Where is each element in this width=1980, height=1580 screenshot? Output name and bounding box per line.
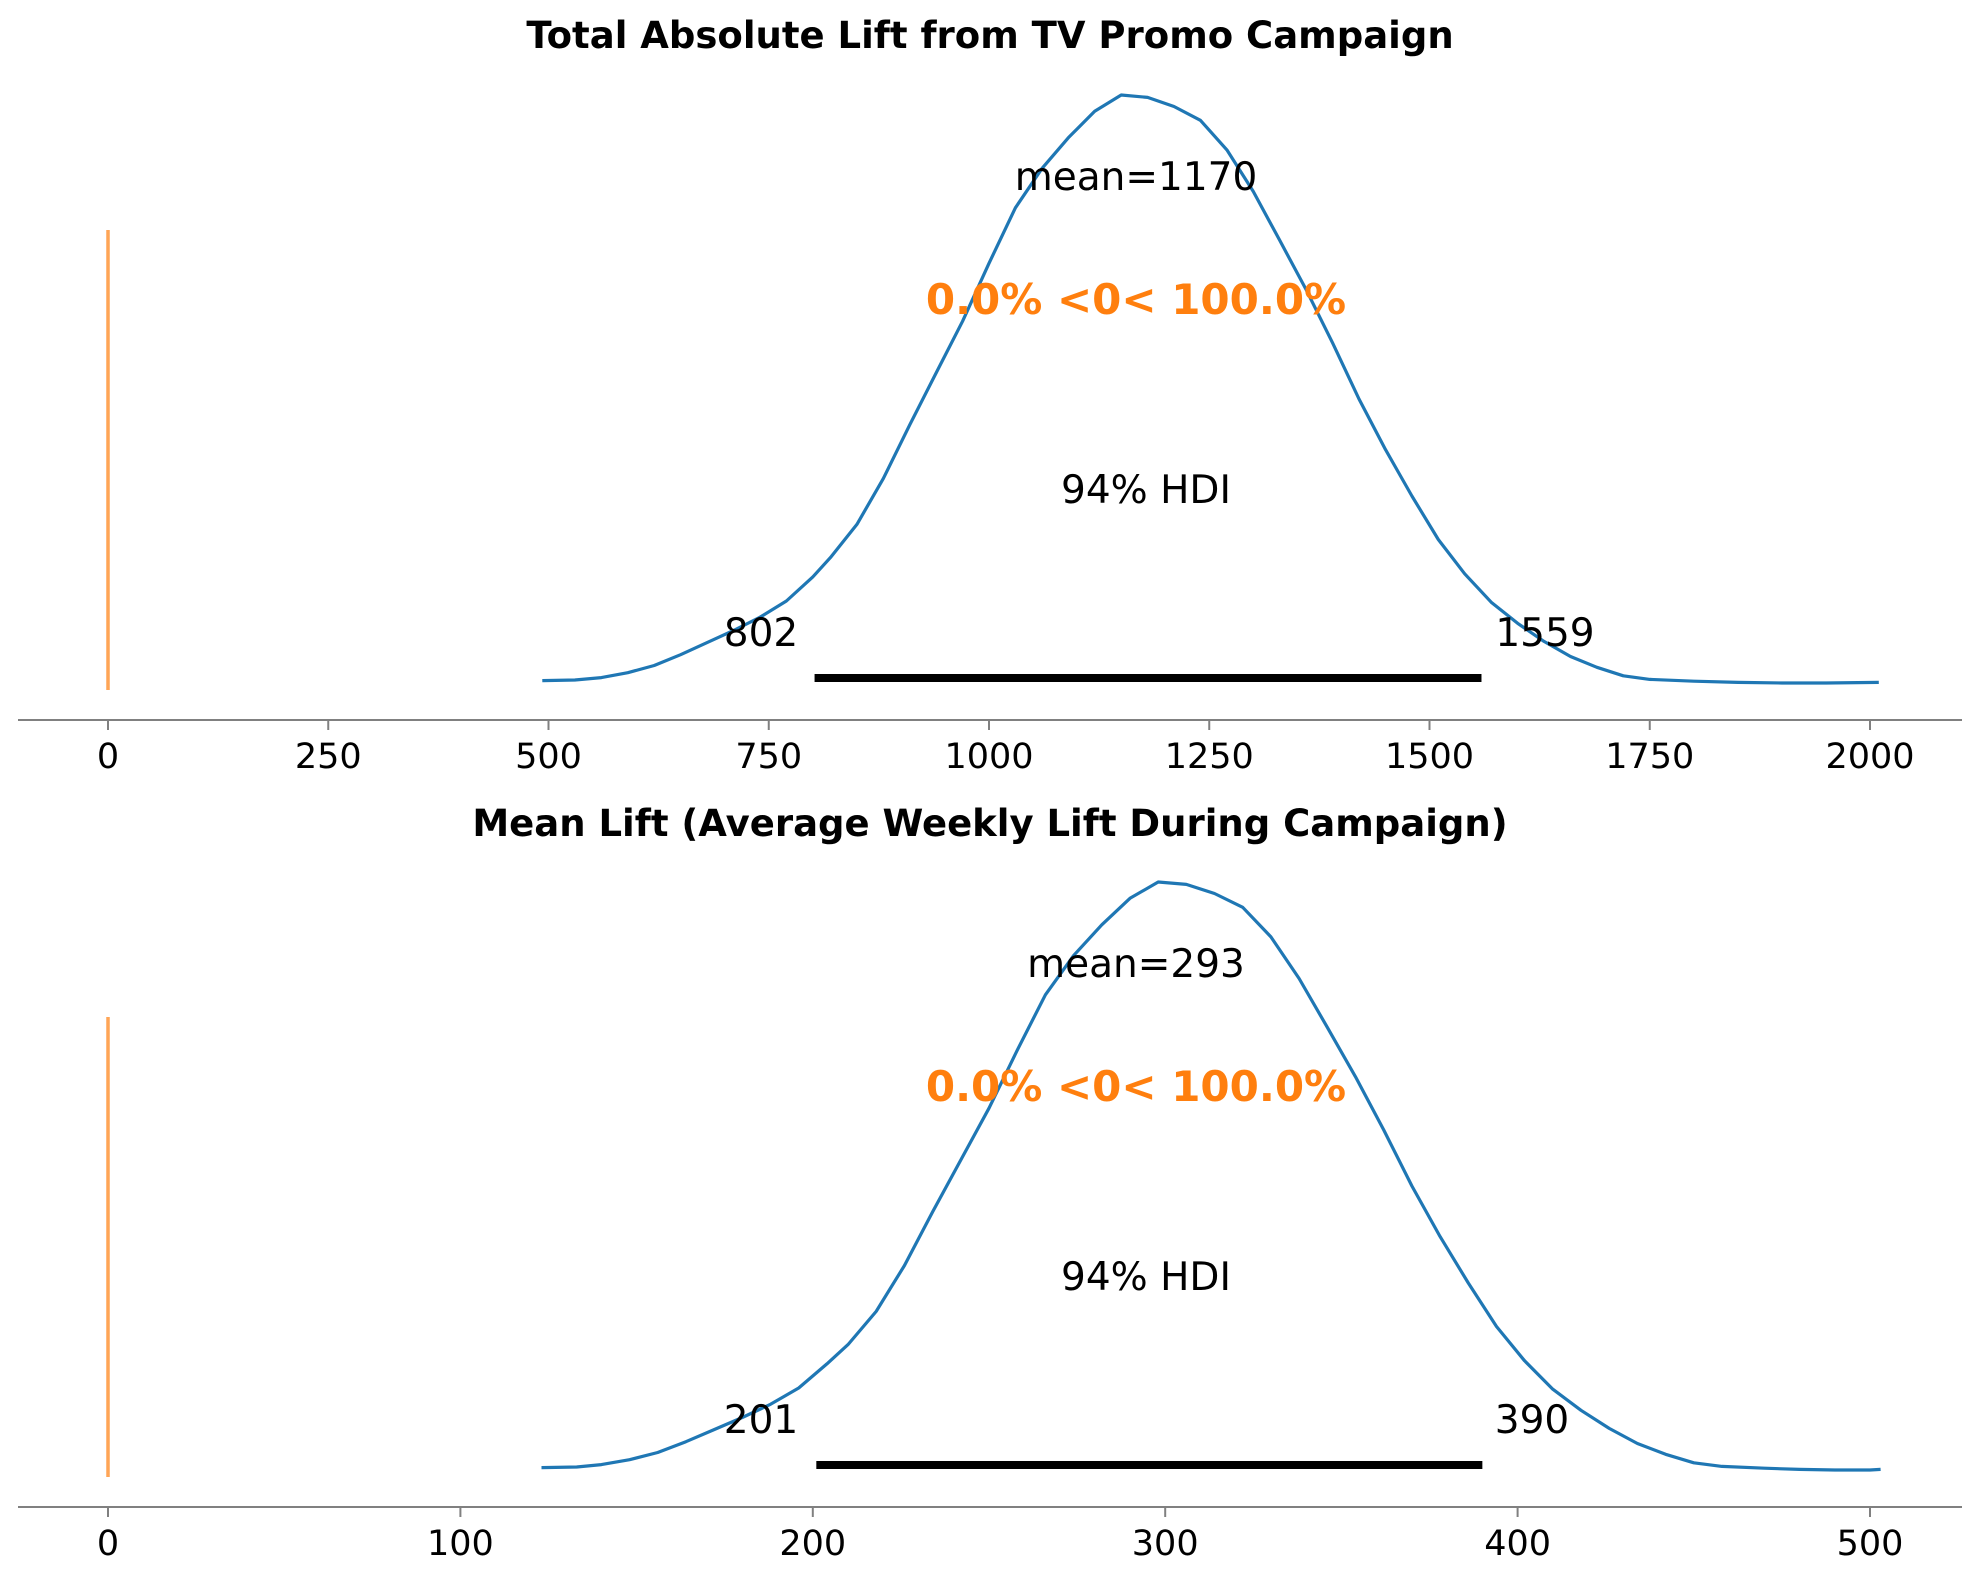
x-tick-label: 1250 [1165,737,1254,777]
plot-area [106,93,1879,690]
hdi-upper-label: 1559 [1495,611,1594,656]
x-tick-label: 0 [97,737,119,777]
x-tick-label: 400 [1484,1524,1551,1564]
x-axis-ticks: 0 250 500 750 1000 1250 1500 1750 2000 [97,720,1915,777]
mean-label: mean=1170 [1015,155,1258,200]
density-curve [541,880,1881,1472]
x-tick-label: 1000 [944,737,1033,777]
chart-title: Total Absolute Lift from TV Promo Campai… [526,14,1453,57]
x-tick-label: 0 [97,1524,119,1564]
x-tick-label: 1500 [1385,737,1474,777]
x-tick-label: 2000 [1825,737,1914,777]
x-tick-label: 250 [295,737,362,777]
chart-title: Mean Lift (Average Weekly Lift During Ca… [472,802,1507,845]
hdi-probability-label: 94% HDI [1061,1255,1231,1300]
density-curve [542,93,1879,685]
hdi-upper-label: 390 [1495,1398,1569,1443]
hdi-lower-label: 802 [724,611,798,656]
mean-label: mean=293 [1027,942,1245,987]
reference-probability-label: 0.0% <0< 100.0% [926,1062,1346,1111]
reference-probability-label: 0.0% <0< 100.0% [926,275,1346,324]
hdi-lower-label: 201 [724,1398,798,1443]
x-tick-label: 750 [735,737,802,777]
panel-total-absolute-lift: Total Absolute Lift from TV Promo Campai… [18,14,1962,777]
x-tick-label: 1750 [1605,737,1694,777]
x-tick-label: 500 [1837,1524,1904,1564]
x-tick-label: 500 [515,737,582,777]
hdi-probability-label: 94% HDI [1061,468,1231,513]
panel-mean-lift: Mean Lift (Average Weekly Lift During Ca… [18,802,1962,1564]
plot-area [106,880,1881,1477]
x-tick-label: 100 [427,1524,494,1564]
x-tick-label: 300 [1132,1524,1199,1564]
x-tick-label: 200 [779,1524,846,1564]
x-axis-ticks: 0 100 200 300 400 500 [97,1507,1904,1564]
